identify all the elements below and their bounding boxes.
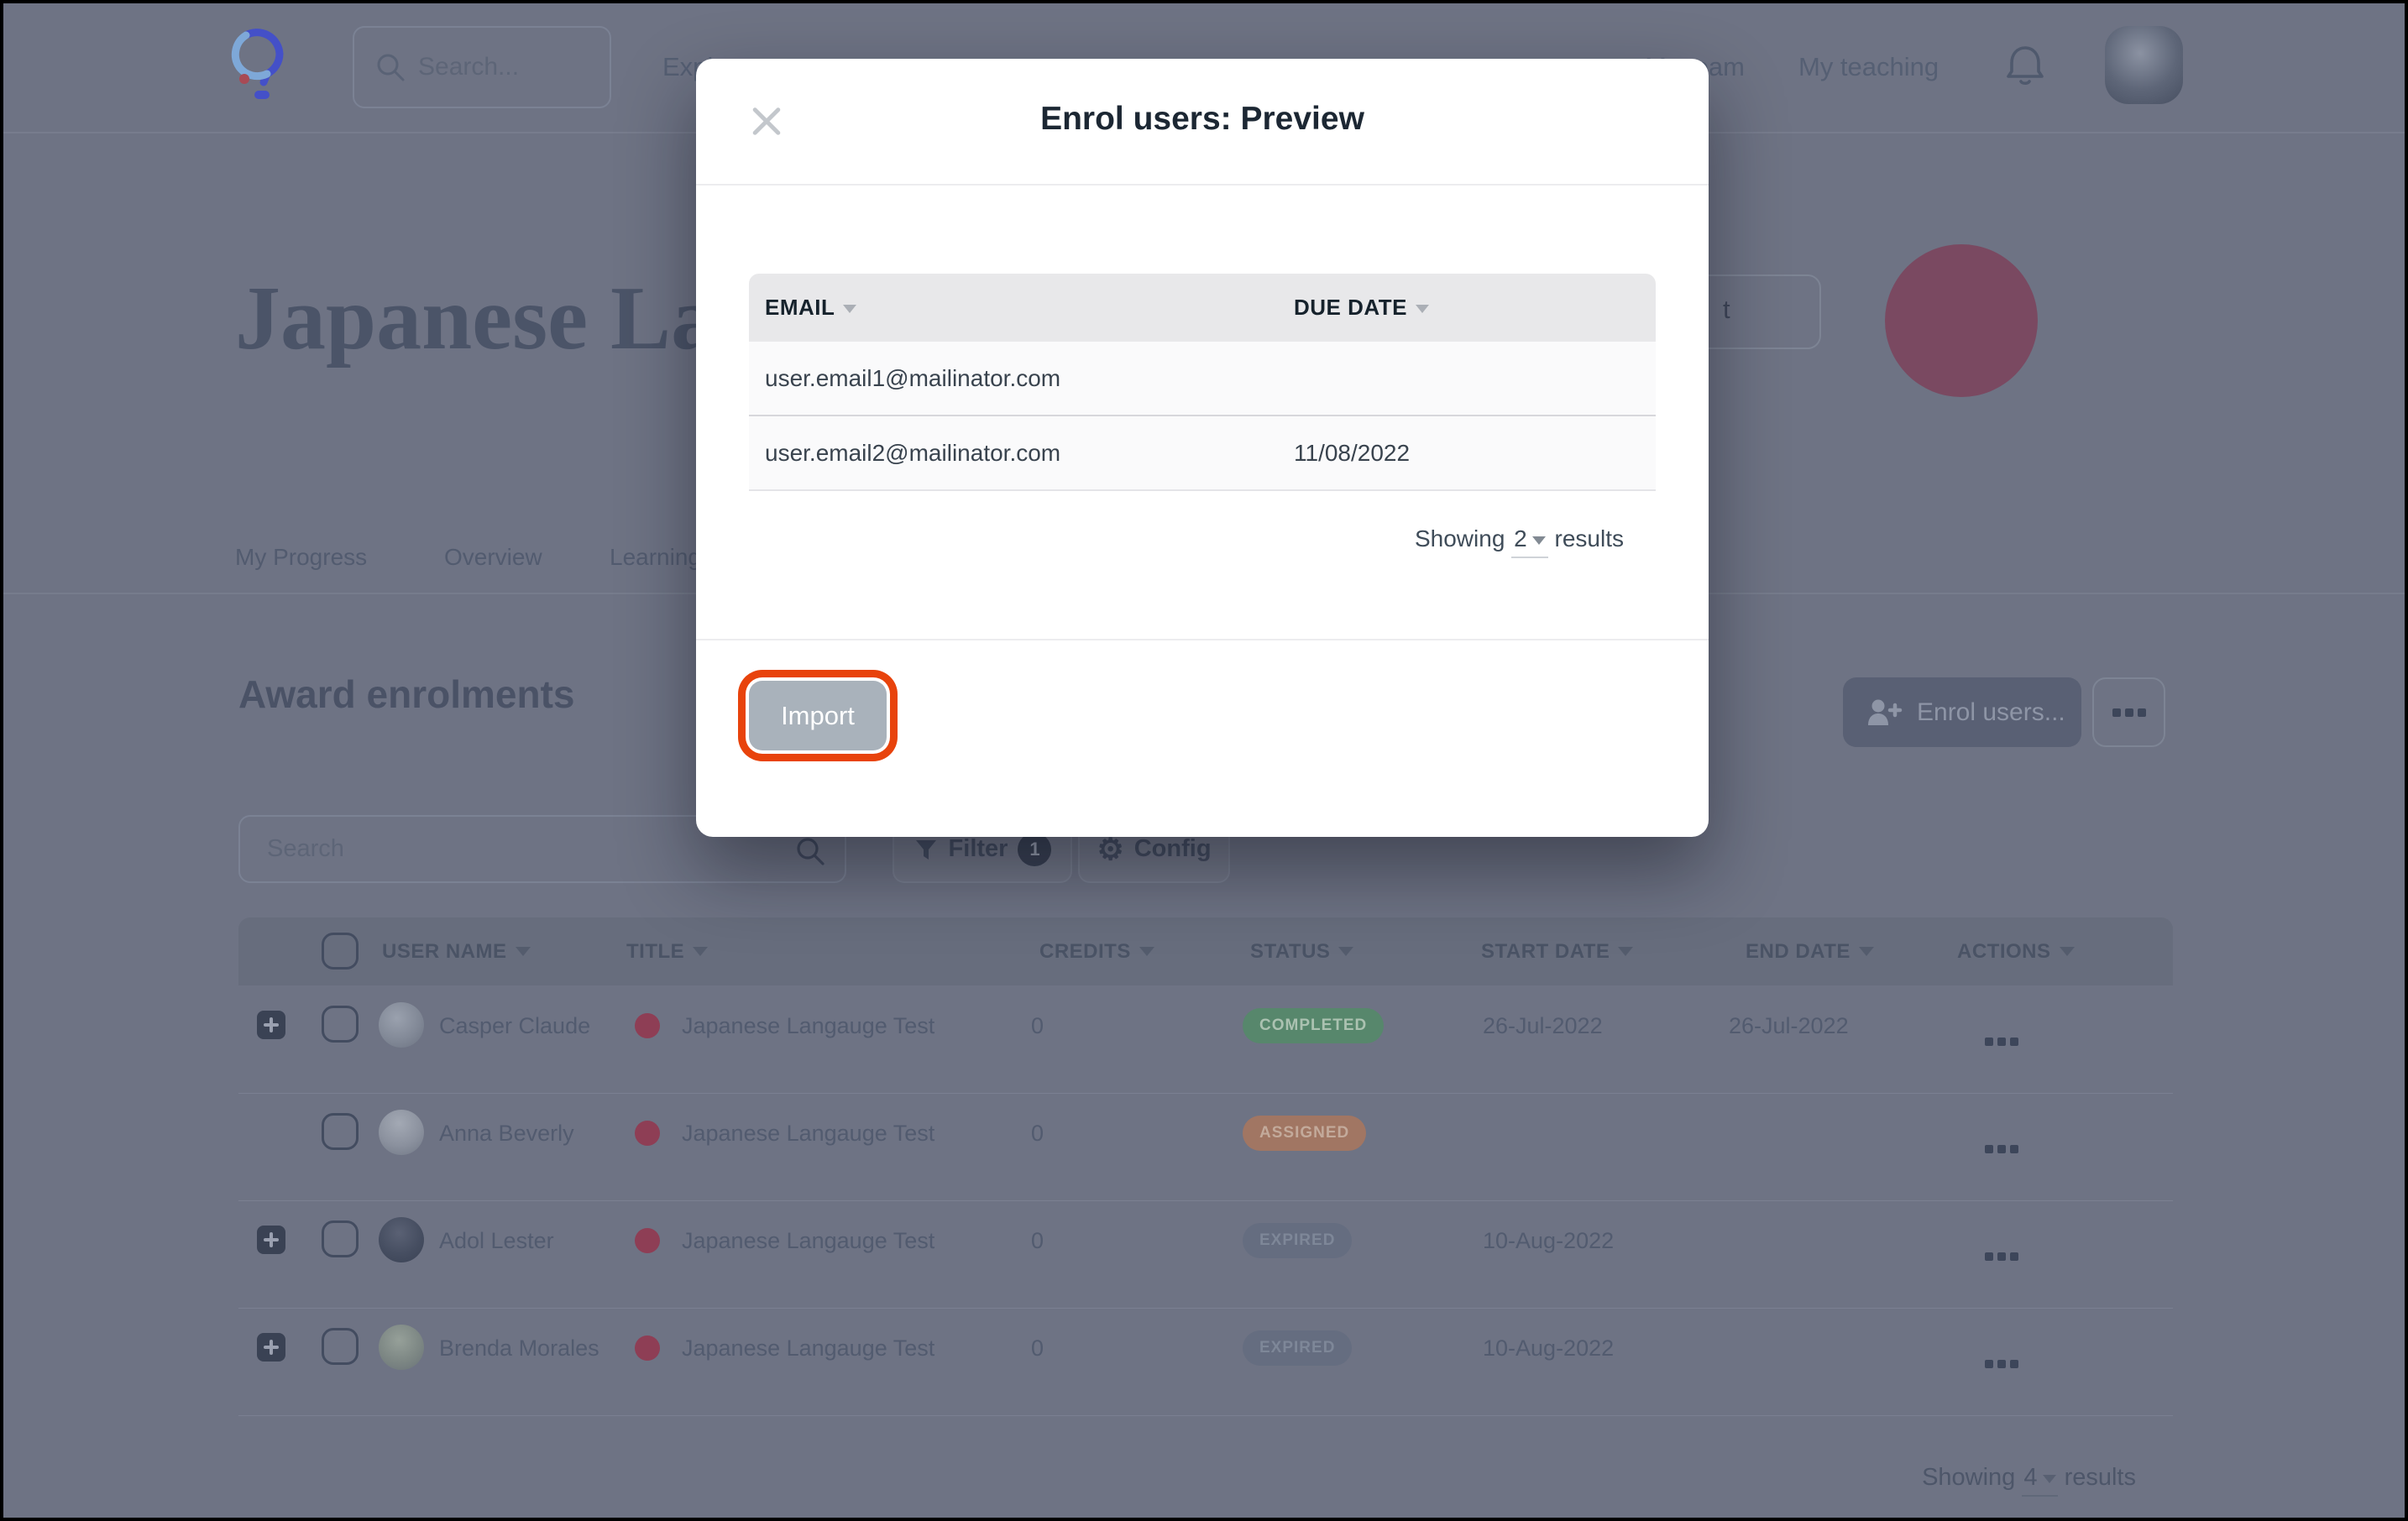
row-start-date: 10-Aug-2022 [1483,1335,1615,1361]
column-status[interactable]: STATUS [1250,917,1354,985]
enrol-users-preview-modal: Enrol users: Preview EMAIL DUE DATE user… [696,59,1709,837]
user-name[interactable]: Casper Claude [439,1013,591,1038]
notifications-bell-icon[interactable] [2002,42,2048,95]
column-email[interactable]: EMAIL [765,274,857,342]
preview-table: EMAIL DUE DATE user.email1@mailinator.co… [749,274,1656,491]
column-user-name[interactable]: USER NAME [382,917,531,985]
row-title[interactable]: Japanese Langauge Test [682,1121,935,1146]
nav-item-my-teaching[interactable]: My teaching [1798,52,1939,81]
search-icon [374,51,406,83]
user-avatar[interactable] [2105,26,2183,104]
course-dot-icon [635,1121,660,1146]
table-search [238,815,846,883]
table-header: USER NAME TITLE CREDITS STATUS START DAT… [238,917,2173,985]
column-due-date[interactable]: DUE DATE [1294,274,1429,342]
row-actions-button[interactable] [1985,1145,2018,1153]
tab-overview[interactable]: Overview [444,544,542,570]
filter-count-badge: 1 [1018,832,1052,866]
expand-row-icon[interactable] [257,1333,285,1362]
modal-results-count-dropdown[interactable]: 2 [1511,525,1548,558]
row-end-date: 26-Jul-2022 [1729,1013,1849,1038]
row-credits: 0 [1031,1228,1044,1253]
section-title: Award enrolments [238,672,575,716]
row-credits: 0 [1031,1335,1044,1361]
column-start-date[interactable]: START DATE [1481,917,1634,985]
search-icon[interactable] [794,835,826,867]
row-checkbox[interactable] [322,1113,359,1150]
global-search [353,26,611,108]
tab-learning[interactable]: Learning [610,544,701,570]
expand-row-icon[interactable] [257,1011,285,1039]
status-badge: ASSIGNED [1243,1116,1367,1151]
person-plus-icon [1865,697,1903,729]
row-credits: 0 [1031,1013,1044,1038]
table-row: Brenda Morales Japanese Langauge Test 0 … [238,1308,2173,1416]
table-row: Adol Lester Japanese Langauge Test 0 EXP… [238,1200,2173,1309]
row-actions-button[interactable] [1985,1252,2018,1261]
expand-row-icon[interactable] [257,1226,285,1254]
modal-footer-divider [696,639,1709,640]
global-search-input[interactable] [416,52,588,82]
email-cell: user.email1@mailinator.com [765,365,1061,391]
column-credits[interactable]: CREDITS [1039,917,1154,985]
avatar [379,1002,424,1048]
course-dot-icon [635,1013,660,1038]
row-credits: 0 [1031,1121,1044,1146]
table-row: Casper Claude Japanese Langauge Test 0 C… [238,985,2173,1094]
row-checkbox[interactable] [322,1006,359,1043]
row-title[interactable]: Japanese Langauge Test [682,1228,935,1253]
column-title[interactable]: TITLE [626,917,709,985]
funnel-icon [913,837,939,862]
row-start-date: 26-Jul-2022 [1483,1013,1603,1038]
status-badge: COMPLETED [1243,1008,1385,1043]
status-badge: EXPIRED [1243,1330,1353,1366]
avatar [379,1110,424,1155]
table-row: Anna Beverly Japanese Langauge Test 0 AS… [238,1093,2173,1201]
course-image [1885,244,2038,397]
select-all-checkbox[interactable] [322,933,359,970]
row-start-date: 10-Aug-2022 [1483,1228,1615,1253]
modal-title: Enrol users: Preview [1040,101,1364,137]
import-button[interactable]: Import [749,681,887,750]
column-actions[interactable]: ACTIONS [1957,917,2075,985]
gear-icon: ⚙ [1097,831,1124,866]
row-checkbox[interactable] [322,1220,359,1257]
preview-table-header: EMAIL DUE DATE [749,274,1656,342]
avatar [379,1217,424,1262]
modal-results-count: Showing 2 results [749,525,1624,558]
status-badge: EXPIRED [1243,1223,1353,1258]
row-actions-button[interactable] [1985,1038,2018,1046]
more-actions-button[interactable] [2092,677,2165,747]
results-count: Showing 4 results [1800,1464,2136,1497]
table-search-input[interactable] [265,834,764,864]
due-date-cell: 11/08/2022 [1294,440,1411,466]
column-end-date[interactable]: END DATE [1746,917,1874,985]
course-dot-icon [635,1335,660,1361]
email-cell: user.email2@mailinator.com [765,440,1061,466]
row-checkbox[interactable] [322,1328,359,1365]
user-name[interactable]: Brenda Morales [439,1335,599,1361]
row-actions-button[interactable] [1985,1360,2018,1368]
course-dot-icon [635,1228,660,1253]
results-count-dropdown[interactable]: 4 [2022,1464,2058,1497]
preview-row: user.email1@mailinator.com [749,342,1656,416]
modal-header-divider [696,184,1709,186]
preview-row: user.email2@mailinator.com 11/08/2022 [749,416,1656,491]
avatar [379,1325,424,1370]
row-title[interactable]: Japanese Langauge Test [682,1335,935,1361]
enrol-users-button[interactable]: Enrol users... [1843,677,2081,747]
lightbulb-logo-icon[interactable] [228,24,288,110]
user-name[interactable]: Adol Lester [439,1228,554,1253]
user-name[interactable]: Anna Beverly [439,1121,574,1146]
row-title[interactable]: Japanese Langauge Test [682,1013,935,1038]
tab-my-progress[interactable]: My Progress [235,544,368,570]
